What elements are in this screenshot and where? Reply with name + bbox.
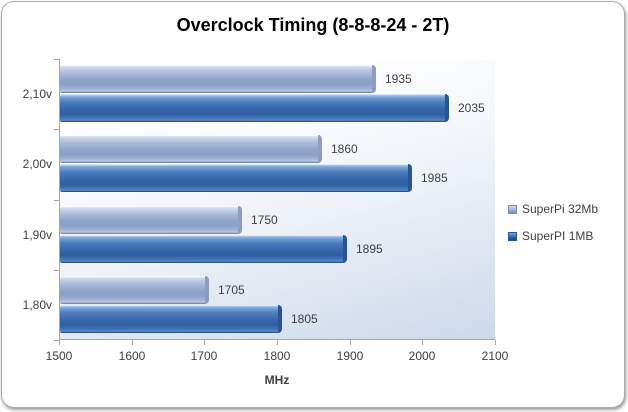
bar-superpi-32mb: [60, 65, 376, 93]
legend-item: SuperPI 1MB: [508, 229, 598, 243]
legend: SuperPi 32Mb SuperPI 1MB: [508, 202, 598, 256]
y-tick-mark: [54, 59, 59, 60]
bar-value-label: 1935: [385, 72, 412, 86]
bar-superpi-1mb: [60, 304, 282, 333]
bar-superpi-32mb: [60, 205, 242, 234]
legend-marker-icon: [508, 204, 517, 214]
x-tick-label: 2100: [481, 349, 509, 363]
x-tick-mark: [204, 340, 205, 345]
x-tick-mark: [132, 340, 133, 345]
bar-superpi-32mb: [60, 135, 322, 164]
y-tick-mark: [54, 340, 59, 341]
bar-value-label: 1895: [356, 241, 383, 256]
x-tick-mark: [422, 340, 423, 345]
bar-superpi-32mb: [60, 275, 209, 304]
y-tick-label: 1,90v: [22, 227, 52, 242]
bar-superpi-1mb: [60, 164, 412, 193]
y-tick-mark: [54, 199, 59, 201]
y-tick-mark: [54, 269, 59, 271]
bar-value-label: 1805: [291, 311, 318, 326]
x-tick-label: 1700: [190, 349, 218, 363]
x-tick-mark: [350, 340, 351, 345]
legend-marker-icon: [508, 231, 517, 241]
y-tick-label: 2,10v: [22, 87, 52, 102]
legend-item: SuperPi 32Mb: [508, 202, 598, 216]
y-tick-mark: [54, 129, 59, 131]
bar-value-label: 1860: [331, 142, 358, 157]
x-tick-label: 1900: [336, 349, 364, 363]
plot-area: 1935 2035 1860 1985 1750 1895 1705 1805: [59, 59, 495, 340]
x-tick-mark: [59, 340, 60, 345]
x-tick-label: 1500: [45, 349, 73, 363]
x-tick-mark: [495, 340, 496, 345]
y-tick-label: 1,80v: [22, 297, 52, 312]
bar-value-label: 1985: [421, 171, 448, 186]
x-tick-label: 2000: [408, 349, 436, 363]
x-tick-label: 1800: [263, 349, 291, 363]
legend-label: SuperPi 32Mb: [522, 202, 599, 216]
legend-label: SuperPI 1MB: [522, 229, 594, 243]
bar-value-label: 1705: [218, 282, 245, 297]
x-tick-label: 1600: [118, 349, 146, 363]
chart-title: Overclock Timing (8-8-8-24 - 2T): [176, 15, 450, 35]
bar-superpi-1mb: [60, 94, 449, 122]
bar-value-label: 1750: [251, 212, 278, 227]
x-tick-mark: [277, 340, 278, 345]
bar-value-label: 2035: [458, 101, 485, 115]
bar-superpi-1mb: [60, 234, 347, 263]
y-tick-label: 2,00v: [22, 157, 52, 172]
x-axis-title: MHz: [264, 373, 290, 387]
